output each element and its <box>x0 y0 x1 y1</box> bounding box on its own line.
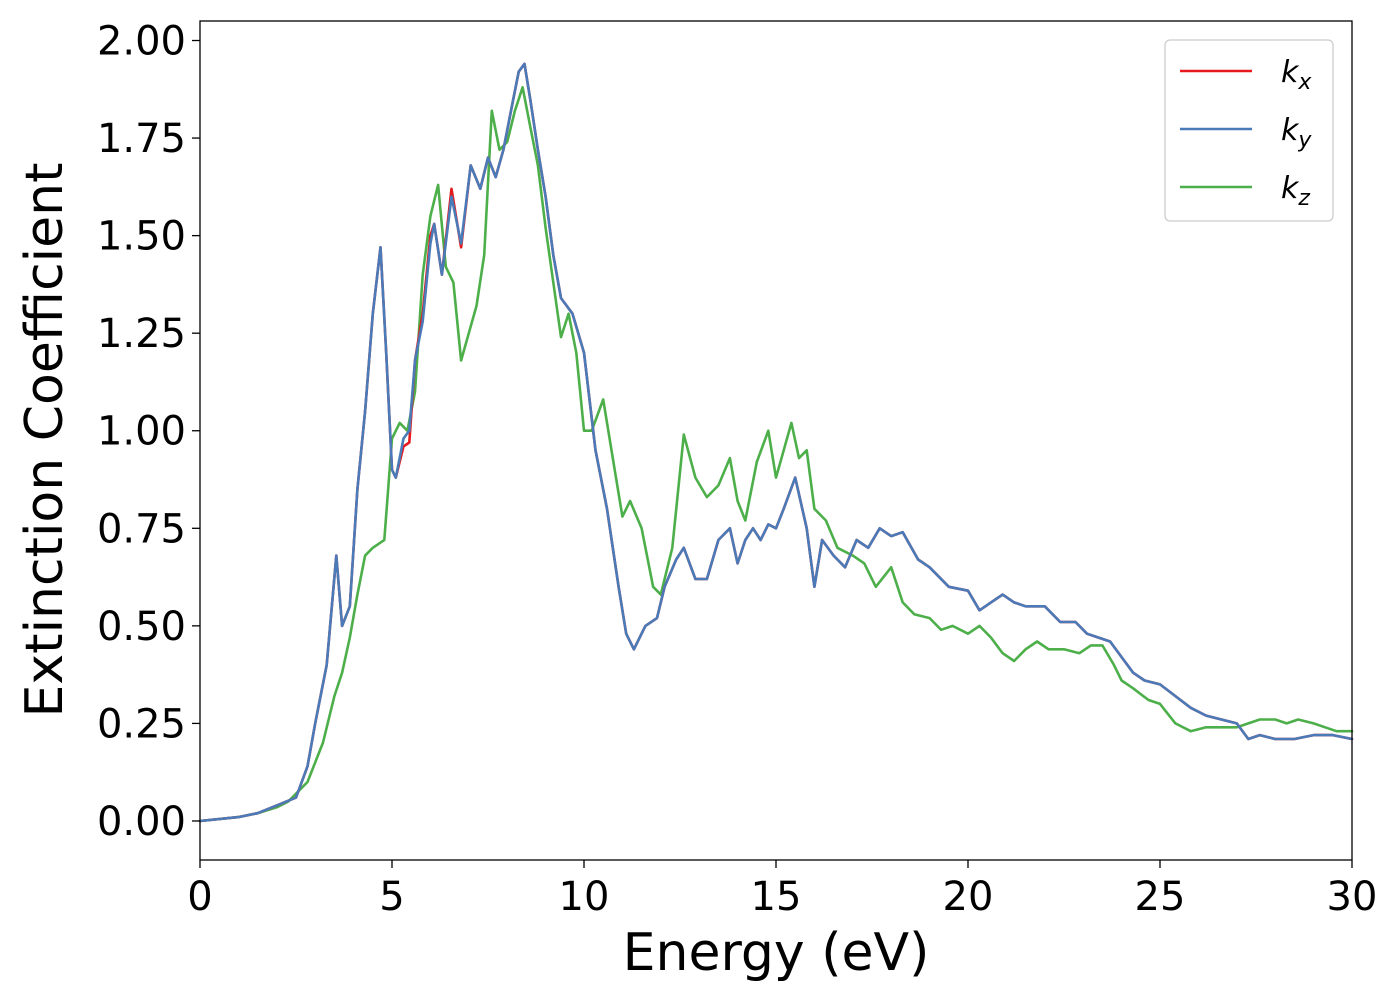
x-axis-title: Energy (eV) <box>623 923 930 983</box>
x-tick-label: 5 <box>379 874 404 920</box>
y-tick-label: 0.50 <box>97 604 186 650</box>
y-tick-label: 1.50 <box>97 214 186 260</box>
legend-label-kx: kx <box>1281 55 1312 95</box>
x-tick-label: 10 <box>559 874 610 920</box>
series-line-ky <box>198 62 1354 823</box>
y-tick-label: 0.00 <box>97 799 186 845</box>
legend-items: kx ky kz <box>1180 55 1312 211</box>
legend-box <box>1164 39 1334 222</box>
legend-label-kz: kz <box>1281 171 1310 211</box>
x-tick-label: 15 <box>751 874 802 920</box>
y-axis-ticks: 0.00 0.25 0.50 0.75 1.00 1.25 1.50 1.75 2.00 <box>97 19 200 845</box>
x-axis-ticks: 0 5 10 15 20 25 30 <box>187 860 1377 920</box>
y-tick-label: 1.75 <box>97 116 186 162</box>
y-tick-label: 1.25 <box>97 311 186 357</box>
y-tick-label: 0.25 <box>97 701 186 747</box>
x-tick-label: 0 <box>187 874 212 920</box>
y-tick-label: 2.00 <box>97 19 186 65</box>
series-line-kz <box>198 86 1354 823</box>
legend-label-ky: ky <box>1281 113 1312 153</box>
x-tick-label: 30 <box>1327 874 1378 920</box>
x-tick-label: 25 <box>1135 874 1186 920</box>
legend: kx ky kz <box>1164 39 1334 222</box>
x-tick-label: 20 <box>943 874 994 920</box>
y-tick-label: 0.75 <box>97 506 186 552</box>
y-tick-label: 1.00 <box>97 409 186 455</box>
y-axis-title: Extinction Coefficient <box>15 163 75 718</box>
series-lines <box>198 62 1354 823</box>
